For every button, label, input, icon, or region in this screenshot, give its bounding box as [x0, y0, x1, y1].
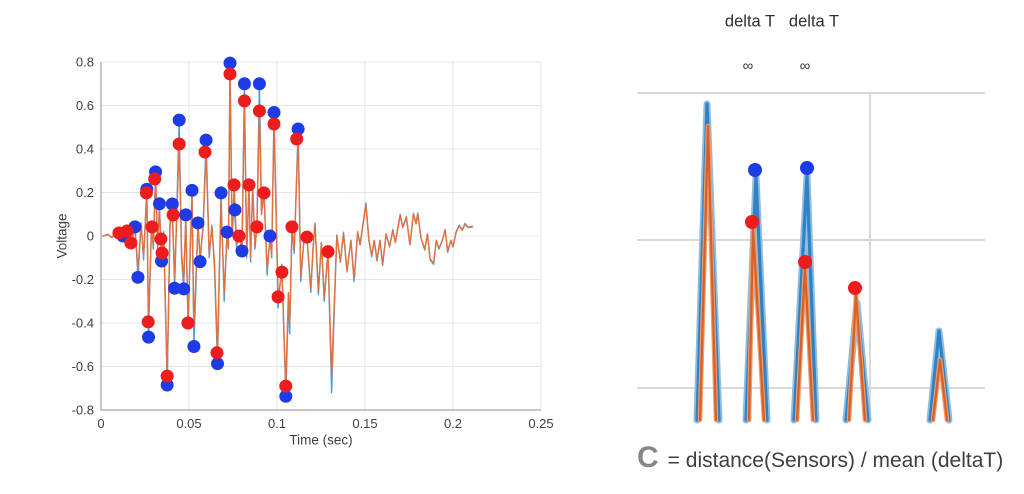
peak-marker-blue [191, 216, 205, 230]
peak-marker-blue [185, 183, 199, 197]
peak-marker-red [155, 246, 169, 260]
y-tick-label: -0.2 [72, 272, 94, 287]
peak-marker-red [252, 104, 266, 118]
peak-marker-blue [193, 255, 207, 269]
peak-marker-blue [267, 105, 281, 119]
y-tick-label: 0.8 [76, 55, 94, 70]
delta-t-label-2: delta T [788, 12, 840, 31]
x-tick-label: 0.15 [352, 416, 377, 431]
peak-marker-red [279, 379, 293, 393]
peak-marker-blue [223, 56, 237, 70]
delta-t-label-1: delta T [724, 12, 776, 31]
x-tick-label: 0.05 [176, 416, 201, 431]
peak-marker-blue [179, 208, 193, 222]
peak-marker-blue [142, 330, 156, 344]
peak-marker-blue [160, 378, 174, 392]
zoom-peak-orange-core [931, 358, 949, 422]
peak-marker-red [160, 369, 174, 383]
peak-marker-blue [172, 113, 186, 127]
velocity-formula: C = distance(Sensors) / mean (deltaT) [637, 441, 1003, 475]
x-tick-label: 0.1 [268, 416, 286, 431]
zoom-marker-red [745, 215, 759, 229]
infinity-symbol-1: ∞ [742, 57, 754, 75]
peak-marker-red [210, 346, 224, 360]
formula-lhs: C [637, 441, 659, 474]
peak-marker-blue [199, 133, 213, 147]
peak-marker-blue [235, 244, 249, 258]
peak-marker-red [267, 117, 281, 131]
infinity-symbol-2: ∞ [799, 57, 811, 75]
peak-marker-red [154, 232, 168, 246]
peak-marker-blue [131, 270, 145, 284]
waveform-line-orange [102, 73, 474, 387]
y-tick-label: -0.4 [72, 316, 94, 331]
peak-marker-red [275, 265, 289, 279]
peak-marker-red [227, 178, 241, 192]
peak-marker-red [321, 245, 335, 259]
peak-marker-red [166, 208, 180, 222]
peak-marker-red [198, 145, 212, 159]
peak-marker-red [141, 315, 155, 329]
peak-marker-red [237, 94, 251, 108]
y-tick-label: -0.6 [72, 359, 94, 374]
peak-marker-blue [165, 197, 179, 211]
peak-marker-red [285, 220, 299, 234]
zoom-marker-red [848, 281, 862, 295]
x-tick-label: 0 [97, 416, 104, 431]
peak-marker-red [232, 229, 246, 243]
peak-marker-red [300, 230, 314, 244]
y-tick-label: 0.2 [76, 185, 94, 200]
peak-marker-red [242, 178, 256, 192]
peak-marker-red [148, 172, 162, 186]
peak-marker-red [181, 316, 195, 330]
x-tick-label: 0.2 [444, 416, 462, 431]
peak-marker-red [120, 224, 134, 238]
peak-marker-blue [263, 229, 277, 243]
peak-marker-red [172, 137, 186, 151]
peak-marker-red [145, 220, 159, 234]
zoom-marker-blue [748, 163, 762, 177]
peak-marker-blue [252, 77, 266, 91]
x-axis-title: Time (sec) [289, 432, 353, 448]
y-tick-label: -0.8 [72, 403, 94, 418]
y-tick-label: 0.4 [76, 142, 94, 157]
peak-marker-red [290, 132, 304, 146]
peak-marker-blue [220, 225, 234, 239]
peak-marker-red [250, 220, 264, 234]
y-tick-label: 0 [87, 229, 94, 244]
peak-marker-blue [279, 389, 293, 403]
peak-marker-red [271, 290, 285, 304]
zoom-marker-red [798, 255, 812, 269]
peak-marker-blue [211, 357, 225, 371]
peak-marker-blue [214, 186, 228, 200]
peak-marker-blue [177, 282, 191, 296]
zoom-peak-blue-core [792, 174, 818, 422]
peak-marker-blue [291, 122, 305, 136]
zoom-marker-blue [800, 161, 814, 175]
peak-marker-red [139, 186, 153, 200]
peak-marker-red [257, 186, 271, 200]
peak-marker-red [124, 236, 138, 250]
zoom-peak-orange-core [847, 293, 867, 422]
y-axis-title: Voltage [54, 213, 70, 259]
formula-rhs: = distance(Sensors) / mean (deltaT) [667, 449, 1004, 472]
peak-marker-blue [187, 339, 201, 353]
peak-marker-red [223, 67, 237, 81]
peak-marker-blue [228, 203, 242, 217]
peak-marker-blue [237, 77, 251, 91]
zoom-peak-orange-core [698, 124, 718, 422]
y-tick-label: 0.6 [76, 98, 94, 113]
x-tick-label: 0.25 [528, 416, 553, 431]
peak-marker-blue [152, 197, 166, 211]
